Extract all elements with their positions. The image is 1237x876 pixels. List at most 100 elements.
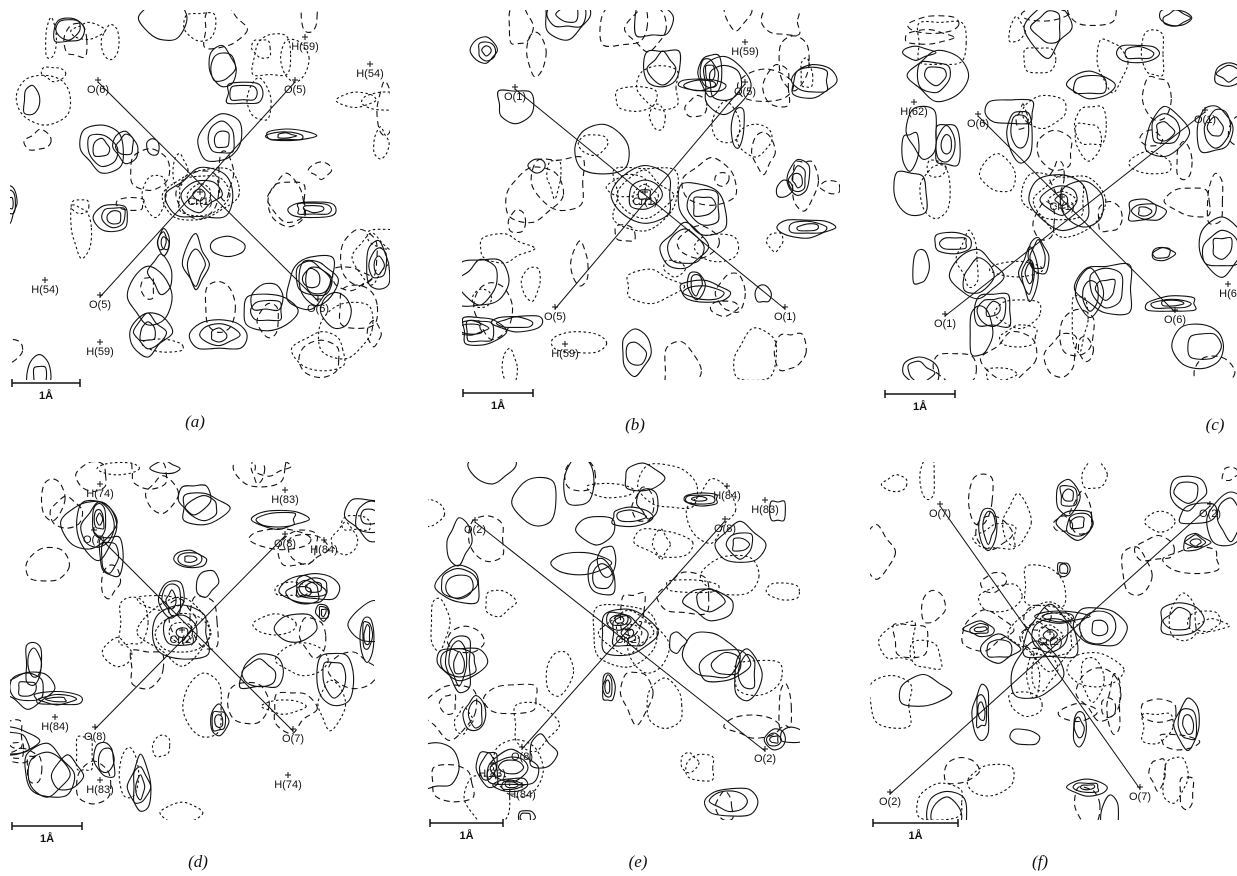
contour [714, 172, 730, 187]
contour [162, 614, 198, 646]
atom-marker [179, 627, 185, 633]
contour [186, 183, 212, 205]
contour [1073, 716, 1085, 739]
contour [207, 120, 235, 154]
atom-label: O(6) [1164, 314, 1186, 326]
contour [23, 128, 52, 151]
contour [611, 506, 654, 528]
atom-marker [782, 304, 788, 310]
contour [280, 38, 310, 83]
contour [1081, 462, 1108, 490]
contour [1048, 160, 1065, 196]
atom-marker [282, 531, 288, 537]
contour [209, 235, 246, 258]
contour [546, 10, 587, 28]
contour [79, 124, 124, 174]
atom-label: O(2) [754, 753, 776, 765]
contour [916, 60, 951, 94]
contour [1144, 295, 1197, 312]
atom-marker [321, 537, 327, 543]
contour [1091, 619, 1109, 637]
contour [204, 280, 236, 333]
contour [966, 763, 1015, 797]
bond-axis [94, 535, 286, 730]
bond-axis [93, 531, 294, 732]
contour [298, 339, 340, 379]
contour [428, 499, 446, 528]
contour [969, 305, 994, 357]
contour [1177, 708, 1198, 741]
atom-label: O(2) [464, 524, 486, 536]
contour [1077, 336, 1095, 363]
contour [37, 693, 78, 706]
contour [229, 84, 258, 102]
panel: H(59) O(1) O(5) Cr(1) O(5) O(1) H(59) 1Å (b) [462, 10, 840, 434]
scale-bar [11, 379, 81, 387]
contour [462, 319, 490, 336]
contour [1008, 15, 1026, 43]
contour [182, 672, 222, 738]
contour [278, 574, 327, 604]
contour [1047, 190, 1077, 209]
contour [33, 690, 84, 706]
contour [616, 169, 675, 220]
contour [149, 462, 181, 475]
contour [1080, 657, 1105, 704]
contour [250, 282, 284, 312]
contour [1082, 280, 1099, 312]
contour [919, 164, 951, 220]
contour [53, 17, 86, 43]
contour [978, 507, 998, 552]
contour [976, 297, 1007, 328]
contour [1028, 174, 1090, 232]
contour [1139, 129, 1164, 147]
contour [467, 699, 483, 729]
contour [734, 648, 763, 702]
contour [604, 679, 611, 694]
contour [792, 160, 820, 212]
atom-marker [92, 724, 98, 730]
contour [497, 759, 525, 775]
panel-caption: (b) [625, 415, 645, 434]
contour [177, 484, 212, 516]
contour [501, 347, 518, 380]
atom-label: H(84) [508, 789, 536, 801]
contour [1115, 44, 1161, 64]
contour [60, 500, 118, 550]
contour [555, 10, 579, 23]
contour [267, 181, 307, 228]
contour [160, 236, 167, 250]
panel: O(6) O(1) H(62) Cr(1) O(1) O(6) H(6 1Å (c) [884, 10, 1237, 434]
atom-label: O(6) [87, 84, 109, 96]
atom-marker [1047, 629, 1053, 635]
atom-label: O(1) [504, 91, 526, 103]
contour [932, 352, 977, 380]
contour [273, 613, 318, 643]
contour [1097, 200, 1123, 233]
contour [335, 91, 377, 109]
contour [703, 55, 752, 116]
contour [935, 124, 956, 163]
contour [1206, 116, 1224, 137]
atom-label: H(83) [751, 504, 779, 516]
contour [26, 754, 43, 784]
atom-label: O(7) [282, 733, 304, 745]
contour [1184, 534, 1207, 549]
contour-map [893, 10, 1237, 380]
atom-label: O(8) [274, 538, 296, 550]
contour [1072, 74, 1107, 95]
contour [943, 756, 981, 785]
contour [256, 302, 279, 339]
contour [93, 509, 105, 530]
contour [1206, 491, 1237, 547]
contour [327, 651, 375, 690]
contour [1073, 105, 1107, 146]
contour [479, 233, 536, 264]
contour [462, 258, 498, 306]
contour [92, 137, 111, 158]
contour [710, 651, 742, 676]
contour [511, 476, 557, 527]
contour [1029, 239, 1046, 270]
contour [940, 134, 952, 155]
contour [199, 323, 241, 347]
